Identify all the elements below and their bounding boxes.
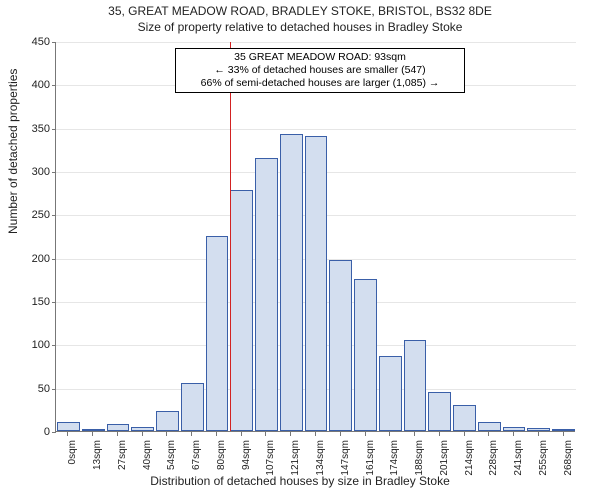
- histogram-bar: [156, 411, 179, 431]
- histogram-bar: [552, 429, 575, 431]
- ytick-mark: [52, 345, 56, 346]
- xtick-mark: [216, 432, 217, 436]
- annotation-line-1: 35 GREAT MEADOW ROAD: 93sqm: [182, 51, 458, 64]
- xtick-label: 121sqm: [290, 440, 301, 490]
- ytick-mark: [52, 129, 56, 130]
- xtick-mark: [563, 432, 564, 436]
- xtick-label: 27sqm: [117, 440, 128, 490]
- xtick-label: 13sqm: [92, 440, 103, 490]
- xtick-label: 94sqm: [241, 440, 252, 490]
- histogram-bar: [527, 428, 550, 431]
- ytick-mark: [52, 302, 56, 303]
- xtick-mark: [315, 432, 316, 436]
- gridline: [56, 129, 576, 130]
- xtick-mark: [439, 432, 440, 436]
- ytick-label: 250: [0, 209, 50, 221]
- histogram-bar: [404, 340, 427, 431]
- xtick-label: 80sqm: [216, 440, 227, 490]
- xtick-mark: [117, 432, 118, 436]
- ytick-label: 100: [0, 339, 50, 351]
- xtick-mark: [67, 432, 68, 436]
- histogram-bar: [206, 236, 229, 431]
- histogram-bar: [329, 260, 352, 431]
- xtick-mark: [414, 432, 415, 436]
- ytick-label: 50: [0, 383, 50, 395]
- xtick-mark: [365, 432, 366, 436]
- xtick-label: 107sqm: [265, 440, 276, 490]
- title-sub: Size of property relative to detached ho…: [0, 20, 600, 34]
- annotation-line-2: ← 33% of detached houses are smaller (54…: [182, 64, 458, 77]
- xtick-label: 147sqm: [340, 440, 351, 490]
- histogram-bar: [131, 427, 154, 431]
- histogram-bar: [354, 279, 377, 431]
- ytick-label: 0: [0, 426, 50, 438]
- xtick-label: 161sqm: [365, 440, 376, 490]
- xtick-label: 0sqm: [67, 440, 78, 490]
- histogram-bar: [57, 422, 80, 431]
- xtick-mark: [265, 432, 266, 436]
- histogram-bar: [255, 158, 278, 431]
- ytick-label: 350: [0, 123, 50, 135]
- xtick-label: 241sqm: [513, 440, 524, 490]
- xtick-mark: [142, 432, 143, 436]
- histogram-bar: [478, 422, 501, 431]
- xtick-label: 268sqm: [563, 440, 574, 490]
- xtick-label: 214sqm: [464, 440, 475, 490]
- ytick-label: 200: [0, 253, 50, 265]
- xtick-label: 54sqm: [166, 440, 177, 490]
- xtick-label: 67sqm: [191, 440, 202, 490]
- ytick-mark: [52, 42, 56, 43]
- xtick-mark: [241, 432, 242, 436]
- xtick-mark: [92, 432, 93, 436]
- ytick-label: 150: [0, 296, 50, 308]
- xtick-label: 174sqm: [389, 440, 400, 490]
- histogram-bar: [503, 427, 526, 431]
- xtick-label: 134sqm: [315, 440, 326, 490]
- title-main: 35, GREAT MEADOW ROAD, BRADLEY STOKE, BR…: [0, 4, 600, 18]
- histogram-bar: [107, 424, 130, 431]
- xtick-mark: [464, 432, 465, 436]
- xtick-mark: [340, 432, 341, 436]
- xtick-mark: [166, 432, 167, 436]
- xtick-mark: [290, 432, 291, 436]
- plot-area: [55, 42, 575, 432]
- histogram-bar: [379, 356, 402, 431]
- chart-area: 35 GREAT MEADOW ROAD: 93sqm ← 33% of det…: [55, 42, 575, 432]
- ytick-mark: [52, 259, 56, 260]
- ytick-label: 300: [0, 166, 50, 178]
- xtick-label: 228sqm: [488, 440, 499, 490]
- xtick-label: 201sqm: [439, 440, 450, 490]
- xtick-mark: [191, 432, 192, 436]
- marker-line: [230, 42, 231, 431]
- ytick-mark: [52, 85, 56, 86]
- ytick-mark: [52, 215, 56, 216]
- ytick-mark: [52, 172, 56, 173]
- histogram-bar: [82, 429, 105, 431]
- gridline: [56, 42, 576, 43]
- histogram-bar: [181, 383, 204, 431]
- histogram-bar: [305, 136, 328, 431]
- ytick-label: 400: [0, 79, 50, 91]
- ytick-label: 450: [0, 36, 50, 48]
- histogram-bar: [280, 134, 303, 431]
- histogram-bar: [453, 405, 476, 431]
- xtick-mark: [538, 432, 539, 436]
- ytick-mark: [52, 389, 56, 390]
- histogram-bar: [428, 392, 451, 431]
- xtick-label: 188sqm: [414, 440, 425, 490]
- xtick-mark: [513, 432, 514, 436]
- histogram-bar: [230, 190, 253, 431]
- xtick-label: 40sqm: [142, 440, 153, 490]
- annotation-box: 35 GREAT MEADOW ROAD: 93sqm ← 33% of det…: [175, 48, 465, 93]
- xtick-mark: [488, 432, 489, 436]
- annotation-line-3: 66% of semi-detached houses are larger (…: [182, 77, 458, 90]
- xtick-label: 255sqm: [538, 440, 549, 490]
- ytick-mark: [52, 432, 56, 433]
- xtick-mark: [389, 432, 390, 436]
